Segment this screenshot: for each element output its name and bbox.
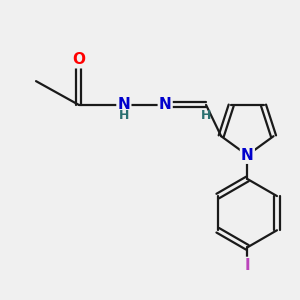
- Text: N: N: [118, 98, 130, 112]
- Text: N: N: [241, 148, 254, 163]
- Text: N: N: [159, 98, 172, 112]
- Text: O: O: [72, 52, 85, 67]
- Text: I: I: [244, 258, 250, 273]
- Text: H: H: [119, 109, 129, 122]
- Text: H: H: [201, 109, 211, 122]
